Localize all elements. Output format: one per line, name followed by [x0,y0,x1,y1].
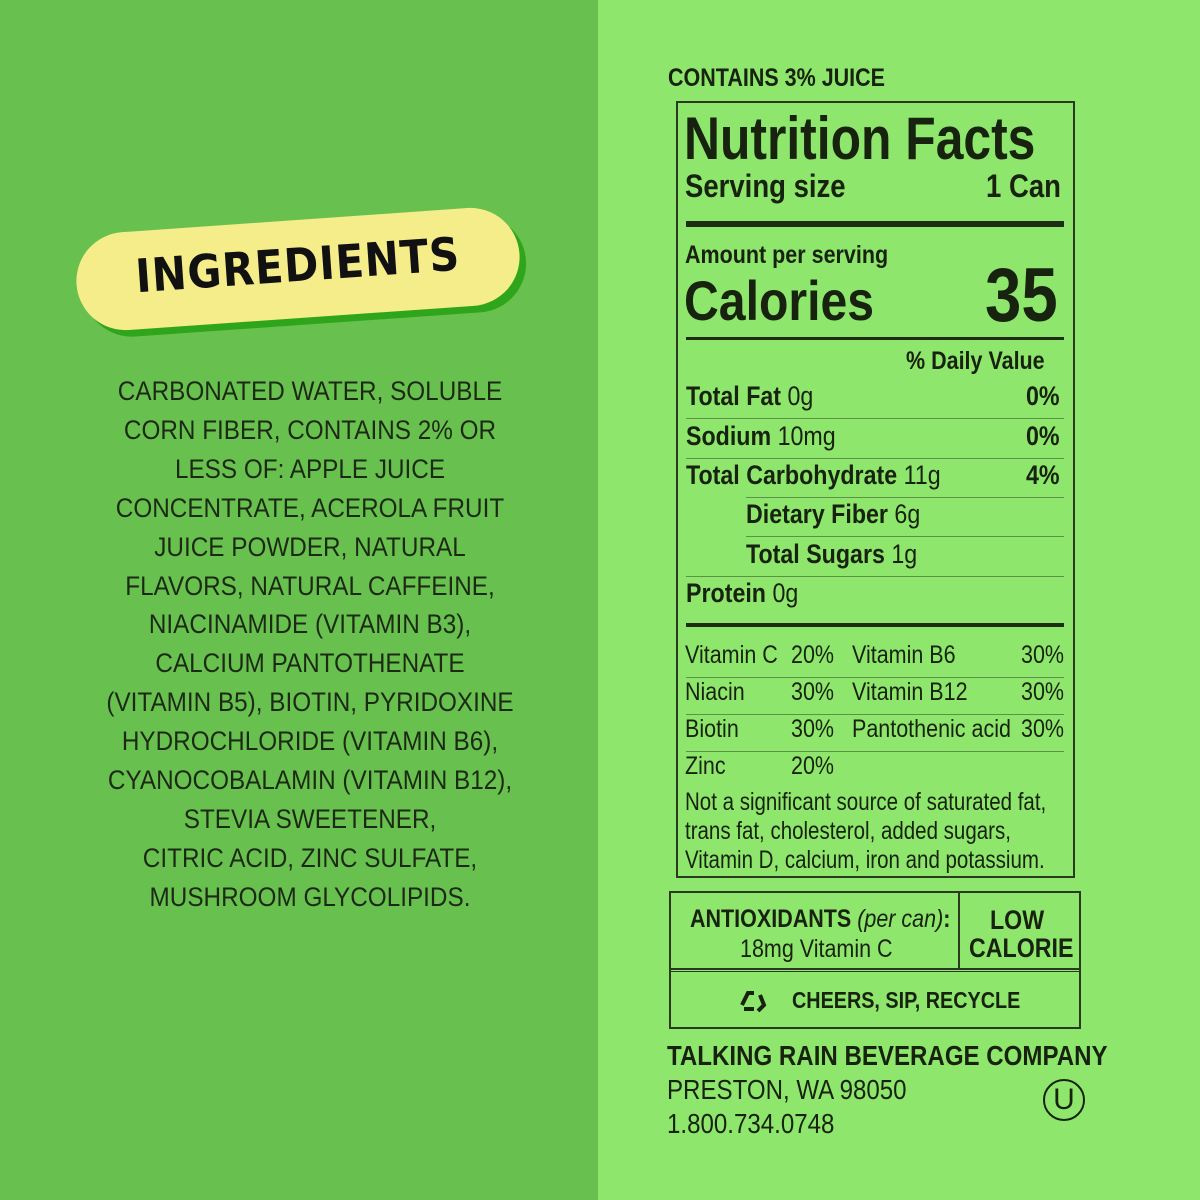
ingredient-line: MUSHROOM GLYCOLIPIDS. [149,881,471,912]
nutrition-facts-box [676,101,1075,878]
vitamin-cell: Biotin [685,715,739,743]
nutrient-row: Total Sugars 1g [746,539,918,569]
vitamin-cell: 20% [791,641,835,669]
vitamin-cell: Niacin [685,678,745,706]
vitamin-cell: 30% [1021,678,1065,706]
ingredient-line: CARBONATED WATER, SOLUBLE [117,376,503,406]
recycle-text: CHEERS, SIP, RECYCLE [792,987,1021,1013]
serving-size-value: 1 Can [986,168,1061,204]
antioxidants: ANTIOXIDANTS (per can): [690,905,951,933]
ingredient-line: CITRIC ACID, ZINC SULFATE, [142,842,478,873]
recycle-icon [738,987,768,1020]
footnote-line: trans fat, cholesterol, added sugars, [685,817,1011,845]
nutrient-row: Total Fat 0g [686,381,814,411]
claims-box [669,891,1081,1029]
ingredient-line: LESS OF: APPLE JUICE [174,453,446,484]
nutrient-dv: 4% [1026,460,1060,490]
ingredients-title: INGREDIENTS [133,226,462,304]
vitamin-cell: Vitamin C [685,641,778,669]
nutrition-title: Nutrition Facts [684,105,1036,172]
vitamin-cell: 30% [1021,715,1065,743]
company-phone: 1.800.734.0748 [667,1108,835,1139]
vitamin-cell: Pantothenic acid [852,715,1011,743]
nutrient-row: Sodium 10mg [686,421,836,451]
nutrition-panel [598,0,1200,1200]
ingredient-line: STEVIA SWEETENER, [183,803,437,834]
footnote-line: Vitamin D, calcium, iron and potassium. [685,846,1045,874]
vitamin-cell: Zinc [685,752,726,780]
vitamin-cell: Vitamin B6 [852,641,956,669]
antioxidant-value: 18mg Vitamin C [740,935,893,963]
calories-label: Calories [684,269,875,332]
ingredients-badge: INGREDIENTS [73,204,523,334]
low-calorie-2: CALORIE [969,933,1074,963]
low-calorie-1: LOW [990,905,1045,935]
kosher-symbol: U [1043,1079,1085,1121]
ingredient-line: CORN FIBER, CONTAINS 2% OR [123,414,497,445]
ingredient-line: HYDROCHLORIDE (VITAMIN B6), [121,726,499,757]
nutrient-dv: 0% [1026,421,1060,451]
ingredient-line: CONCENTRATE, ACEROLA FRUIT [115,492,505,523]
ingredient-line: FLAVORS, NATURAL CAFFEINE, [125,570,495,601]
daily-value-header: % Daily Value [906,347,1045,375]
ingredient-line: CYANOCOBALAMIN (VITAMIN B12), [107,765,513,796]
ingredient-line: CALCIUM PANTOTHENATE [155,648,465,679]
nutrient-dv: 0% [1026,381,1060,411]
vitamin-cell: Vitamin B12 [852,678,968,706]
ingredient-line: NIACINAMIDE (VITAMIN B3), [148,609,472,640]
nutrient-row: Protein 0g [686,578,799,608]
nutrient-row: Dietary Fiber 6g [746,499,921,529]
calories-value: 35 [985,253,1058,338]
company-address: PRESTON, WA 98050 [667,1074,907,1105]
company-name: TALKING RAIN BEVERAGE COMPANY [667,1040,1108,1071]
vitamin-cell: 20% [791,752,835,780]
vitamin-cell: 30% [1021,641,1065,669]
amount-per-serving: Amount per serving [685,241,889,269]
ingredient-line: (VITAMIN B5), BIOTIN, PYRIDOXINE [106,687,514,718]
serving-size-label: Serving size [685,168,846,204]
nutrient-row: Total Carbohydrate 11g [686,460,941,490]
footnote-line: Not a significant source of saturated fa… [685,788,1047,816]
juice-content: CONTAINS 3% JUICE [668,64,886,92]
vitamin-cell: 30% [791,715,835,743]
vitamin-cell: 30% [791,678,835,706]
ingredient-line: JUICE POWDER, NATURAL [154,531,466,562]
ingredients-list: CARBONATED WATER, SOLUBLE CORN FIBER, CON… [60,372,560,917]
ingredients-panel: INGREDIENTS CARBONATED WATER, SOLUBLE COR… [0,0,598,1200]
